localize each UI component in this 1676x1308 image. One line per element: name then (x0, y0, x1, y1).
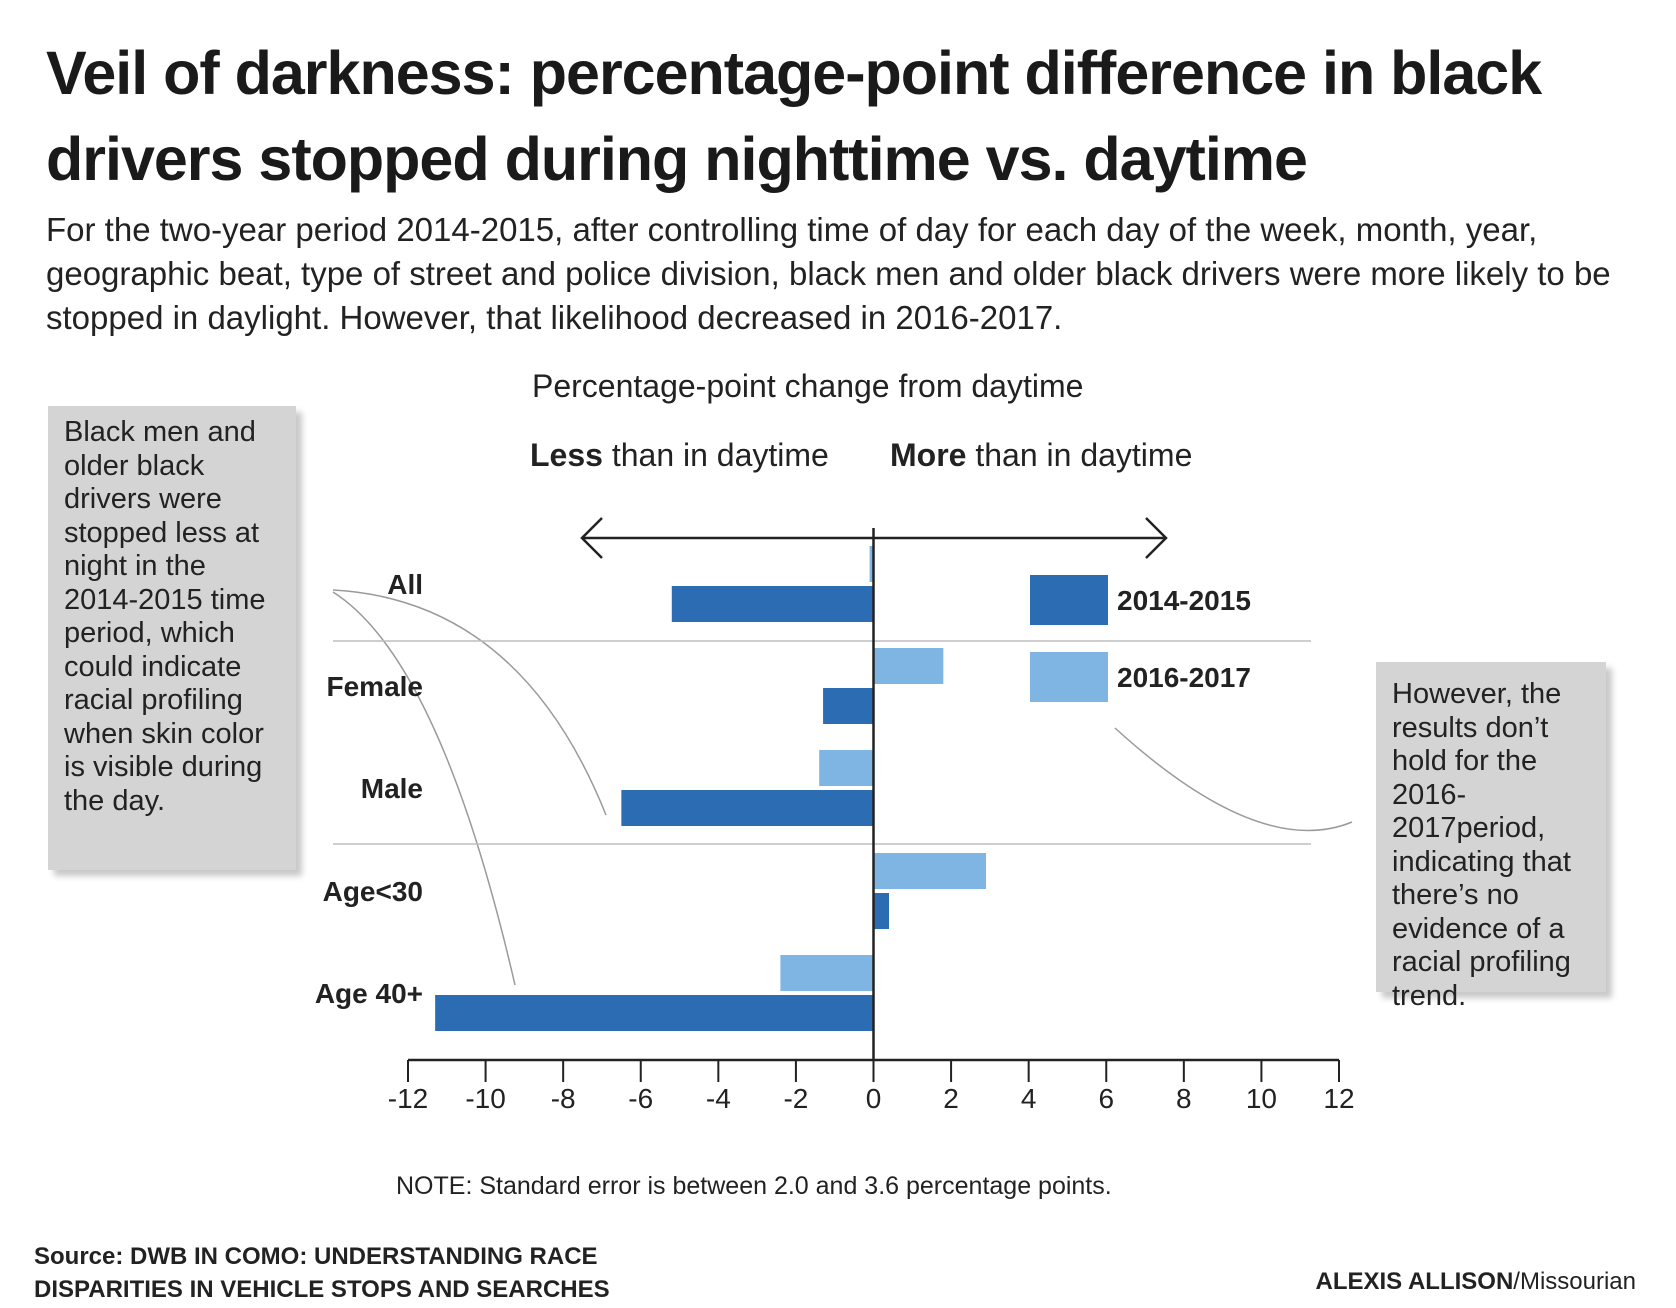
leader-curve (332, 591, 516, 986)
chart-subtitle: For the two-year period 2014-2015, after… (46, 211, 1611, 336)
source-line: Source: DWB IN COMO: UNDERSTANDING RACE (34, 1243, 598, 1270)
x-tick-label: 2 (943, 1083, 959, 1114)
direction-less-label: Less than in daytime (530, 437, 829, 473)
x-tick-label: -2 (783, 1083, 808, 1114)
standard-error-note: NOTE: Standard error is between 2.0 and … (396, 1172, 1112, 1200)
x-tick-label: 10 (1246, 1083, 1277, 1114)
chart-title: Veil of darkness: percentage-point diffe… (46, 39, 1542, 193)
x-tick-label: -6 (628, 1083, 653, 1114)
bar-2014-2015-age40 (435, 995, 874, 1031)
byline-outlet: /Missourian (1513, 1268, 1636, 1295)
bar-2014-2015-age30 (873, 893, 890, 929)
category-labels: All Female Male Age<30 Age 40+ (315, 569, 423, 1009)
callout-right: However, the results don’t hold for the … (1376, 662, 1606, 1012)
bars-layer (435, 528, 986, 1060)
x-axis: -12 -10 -8 -6 -4 -2 0 2 4 6 8 10 12 (388, 1058, 1355, 1114)
x-tick-label: 8 (1176, 1083, 1192, 1114)
category-label: All (387, 569, 423, 600)
x-tick-label: 12 (1323, 1083, 1354, 1114)
category-label: Age<30 (323, 876, 423, 907)
x-tick-label: -10 (465, 1083, 505, 1114)
bar-2016-2017-age40 (780, 955, 874, 991)
category-label: Male (361, 773, 423, 804)
x-tick-label: 0 (866, 1083, 882, 1114)
bar-2016-2017-age30 (873, 853, 986, 889)
legend-swatch (1030, 652, 1108, 702)
callout-left: Black men and older black drivers were s… (48, 406, 296, 870)
source-credit: Source: DWB IN COMO: UNDERSTANDING RACE … (34, 1240, 610, 1306)
bar-2016-2017-female (873, 648, 944, 684)
bar-2014-2015-male (621, 790, 874, 826)
bar-2014-2015-female (823, 688, 874, 724)
x-tick-label: -8 (551, 1083, 576, 1114)
x-tick-label: -12 (388, 1083, 428, 1114)
leader-curve (332, 589, 607, 816)
bar-2014-2015-all (671, 586, 874, 622)
legend-swatch (1030, 575, 1108, 625)
x-tick-label: 4 (1021, 1083, 1037, 1114)
source-line: DISPARITIES IN VEHICLE STOPS AND SEARCHE… (34, 1276, 610, 1303)
legend: 2014-2015 2016-2017 (1030, 575, 1251, 702)
byline-name: ALEXIS ALLISON (1315, 1268, 1514, 1295)
legend-label: 2014-2015 (1117, 585, 1251, 616)
category-label: Female (327, 671, 424, 702)
category-label: Age 40+ (315, 978, 423, 1009)
x-tick-label: 6 (1098, 1083, 1114, 1114)
bar-2016-2017-all (869, 546, 874, 582)
leader-curve (1114, 727, 1353, 832)
bar-2016-2017-male (819, 750, 874, 786)
x-tick-label: -4 (706, 1083, 731, 1114)
axis-title: Percentage-point change from daytime (532, 368, 1083, 404)
direction-more-label: More than in daytime (890, 437, 1192, 473)
byline: ALEXIS ALLISON/Missourian (1315, 1268, 1636, 1296)
legend-label: 2016-2017 (1117, 662, 1251, 693)
